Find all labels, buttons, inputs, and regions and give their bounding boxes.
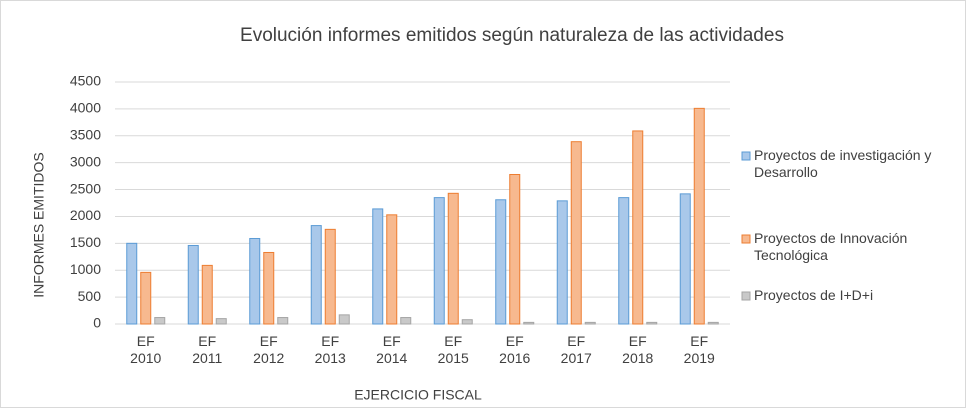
y-tick-label: 500 — [78, 288, 102, 304]
bar — [277, 317, 289, 325]
bar — [126, 242, 138, 325]
bar — [400, 317, 412, 325]
x-tick-label: EF 2017 — [560, 333, 592, 366]
legend-marker — [741, 291, 751, 301]
legend-marker — [741, 234, 751, 244]
bar — [509, 173, 521, 325]
x-tick-label: EF 2015 — [437, 333, 469, 366]
bar — [372, 208, 384, 325]
y-tick-label: 3500 — [70, 126, 101, 142]
x-axis-label: EJERCICIO FISCAL — [354, 387, 482, 403]
x-tick-label: EF 2012 — [253, 333, 285, 366]
bar — [140, 271, 152, 325]
bar — [386, 214, 398, 325]
bar — [632, 130, 644, 325]
bar — [523, 321, 535, 325]
bar — [154, 317, 166, 325]
bar — [707, 321, 719, 325]
legend-label: Proyectos de Innovación Tecnológica — [754, 230, 908, 263]
bar — [556, 200, 568, 325]
y-tick-label: 1500 — [70, 234, 101, 250]
y-tick-label: 3000 — [70, 153, 101, 169]
bar — [570, 141, 582, 325]
x-tick-label: EF 2010 — [130, 333, 162, 366]
bar — [693, 107, 705, 325]
chart-title: Evolución informes emitidos según natura… — [240, 25, 784, 46]
legend-marker — [741, 151, 751, 161]
bar — [215, 318, 227, 325]
bar — [433, 197, 445, 325]
bar — [324, 228, 336, 325]
bar — [584, 321, 596, 325]
y-axis-label: INFORMES EMITIDOS — [31, 152, 47, 297]
x-tick-label: EF 2018 — [622, 333, 654, 366]
bar — [618, 197, 630, 325]
bar — [310, 225, 322, 325]
bar — [495, 199, 507, 325]
y-tick-label: 4500 — [70, 73, 101, 89]
bar — [447, 192, 459, 325]
bar — [679, 193, 691, 325]
x-tick-label: EF 2019 — [683, 333, 715, 366]
y-tick-label: 4000 — [70, 100, 101, 116]
y-tick-label: 0 — [93, 315, 101, 331]
x-tick-label: EF 2013 — [314, 333, 346, 366]
bar — [646, 321, 658, 325]
legend-label: Proyectos de investigación y Desarrollo — [754, 147, 932, 180]
x-tick-label: EF 2011 — [192, 333, 223, 366]
y-tick-label: 2500 — [70, 180, 101, 196]
bar — [338, 314, 350, 325]
y-tick-label: 1000 — [70, 261, 101, 277]
bar — [249, 237, 261, 325]
y-tick-label: 2000 — [70, 207, 101, 223]
bar — [263, 251, 275, 325]
x-tick-label: EF 2014 — [376, 333, 408, 366]
x-tick-label: EF 2016 — [499, 333, 531, 366]
bar — [201, 264, 213, 325]
bar — [187, 244, 199, 325]
legend-label: Proyectos de I+D+i — [754, 287, 874, 303]
bar — [461, 319, 473, 325]
